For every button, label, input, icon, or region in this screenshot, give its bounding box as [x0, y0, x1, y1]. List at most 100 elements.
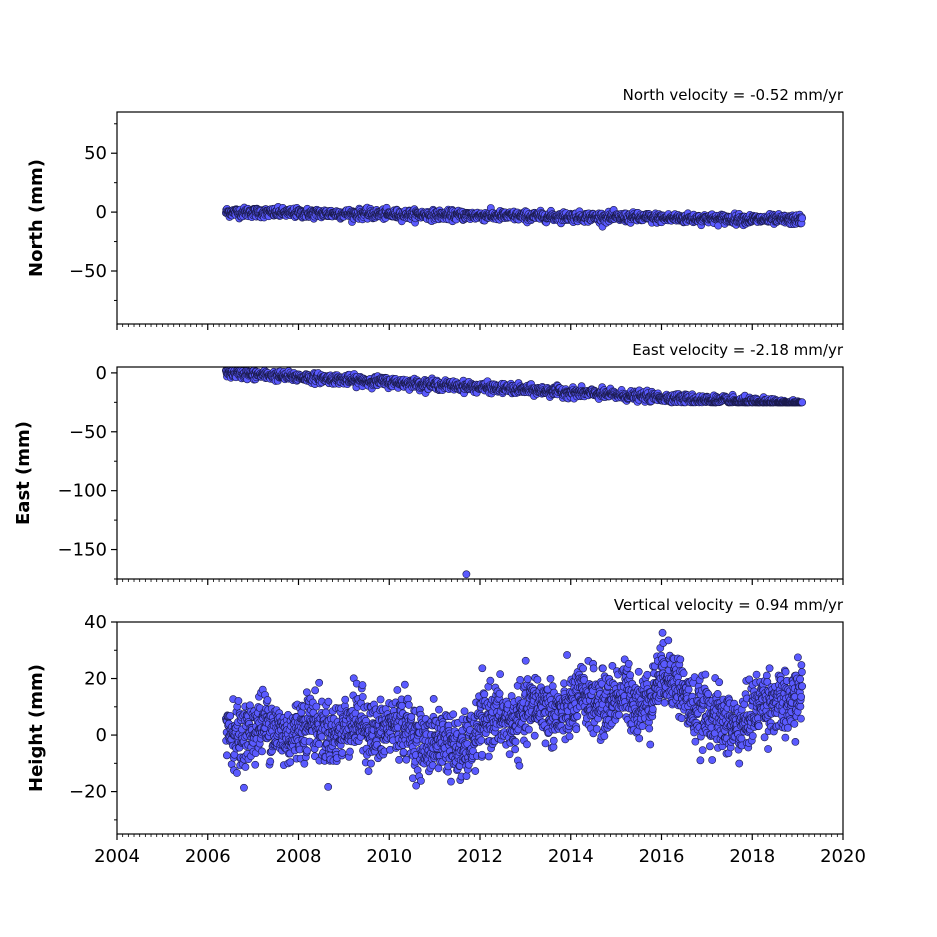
east-velocity-title: East velocity = -2.18 mm/yr	[632, 341, 844, 359]
north-scatter-series	[221, 203, 807, 231]
data-point	[486, 676, 495, 685]
data-point	[367, 759, 375, 768]
north-ylabel: North (mm)	[26, 159, 47, 277]
data-point	[549, 736, 558, 745]
data-point	[324, 782, 333, 791]
x-tick-label: 2004	[94, 846, 140, 867]
data-point	[429, 695, 438, 703]
data-point	[240, 783, 248, 792]
y-tick-label: 50	[84, 143, 107, 164]
y-tick-label: 40	[84, 612, 107, 633]
data-point	[400, 680, 409, 689]
data-point	[251, 760, 260, 769]
x-tick-label: 2020	[820, 846, 866, 867]
data-point	[523, 740, 531, 749]
data-point	[477, 736, 486, 745]
data-point	[364, 767, 373, 776]
outlier-point	[462, 570, 471, 579]
data-point	[341, 695, 350, 704]
vertical-velocity-title: Vertical velocity = 0.94 mm/yr	[614, 596, 844, 614]
y-tick-label: −20	[69, 782, 107, 803]
data-point	[511, 737, 520, 746]
east-ylabel: East (mm)	[13, 421, 34, 525]
x-tick-label: 2016	[639, 846, 685, 867]
panel-north: North velocity = -0.52 mm/yr North (mm) …	[26, 86, 844, 330]
data-point	[258, 747, 266, 756]
x-tick-label: 2010	[366, 846, 412, 867]
data-point	[434, 764, 443, 773]
north-x-axis	[116, 324, 844, 330]
data-point	[233, 769, 241, 777]
data-point	[417, 776, 425, 785]
height-y-axis: −20 0 20 40	[69, 612, 117, 821]
east-x-axis	[116, 579, 844, 585]
data-point	[435, 705, 443, 714]
x-tick-label: 2006	[185, 846, 231, 867]
y-tick-label: 0	[96, 725, 107, 746]
data-point	[471, 767, 480, 775]
data-point	[223, 751, 231, 760]
data-point	[495, 689, 504, 698]
data-point	[234, 696, 243, 705]
data-point	[314, 740, 323, 748]
height-x-axis: 2004 2006 2008 2010 2012 2014 2016 2018 2020	[94, 834, 866, 867]
x-tick-label: 2018	[729, 846, 775, 867]
data-point	[548, 682, 557, 691]
x-tick-label: 2012	[457, 846, 503, 867]
data-point	[515, 761, 524, 770]
data-point	[399, 748, 408, 757]
data-point	[533, 675, 542, 684]
y-tick-label: −100	[58, 481, 107, 502]
east-scatter-series	[221, 366, 807, 579]
panel-east: East velocity = -2.18 mm/yr East (mm) −1…	[13, 341, 844, 585]
data-point	[546, 674, 555, 683]
data-point	[311, 686, 320, 695]
east-y-axis: −150 −100 −50 0	[58, 363, 117, 580]
data-point	[393, 686, 402, 694]
data-point	[322, 708, 330, 717]
x-tick-label: 2014	[548, 846, 594, 867]
data-point	[300, 759, 309, 768]
y-tick-label: 20	[84, 669, 107, 690]
data-point	[447, 777, 455, 786]
data-point	[521, 656, 530, 665]
y-tick-label: −50	[69, 261, 107, 282]
data-point	[402, 755, 411, 764]
north-y-axis: −50 0 50	[69, 123, 117, 301]
north-velocity-title: North velocity = -0.52 mm/yr	[623, 86, 844, 104]
data-point	[315, 678, 324, 687]
data-point	[404, 701, 413, 709]
data-point	[317, 732, 326, 741]
x-tick-label: 2008	[276, 846, 322, 867]
data-point	[496, 670, 505, 679]
data-point	[478, 750, 486, 759]
data-point	[266, 757, 275, 766]
data-point	[511, 745, 520, 754]
data-point	[397, 701, 406, 710]
data-point	[395, 755, 404, 764]
data-point	[798, 398, 807, 407]
data-point	[523, 675, 532, 683]
data-point	[376, 695, 385, 704]
data-point	[324, 697, 333, 706]
data-point	[516, 675, 525, 684]
data-point	[303, 746, 312, 755]
data-point	[358, 692, 367, 701]
data-point	[263, 696, 272, 704]
y-tick-label: −50	[69, 422, 107, 443]
height-scatter-series	[221, 628, 807, 792]
y-tick-label: 0	[96, 202, 107, 223]
data-point	[798, 214, 807, 223]
data-point	[338, 748, 347, 757]
y-tick-label: 0	[96, 363, 107, 384]
data-point	[462, 772, 471, 780]
panel-height: Vertical velocity = 0.94 mm/yr Height (m…	[26, 596, 866, 867]
data-point	[241, 763, 250, 771]
data-point	[530, 731, 539, 740]
data-point	[346, 747, 354, 756]
y-tick-label: −150	[58, 540, 107, 561]
data-point	[312, 702, 321, 711]
height-ylabel: Height (mm)	[26, 664, 47, 792]
data-point	[478, 664, 487, 673]
